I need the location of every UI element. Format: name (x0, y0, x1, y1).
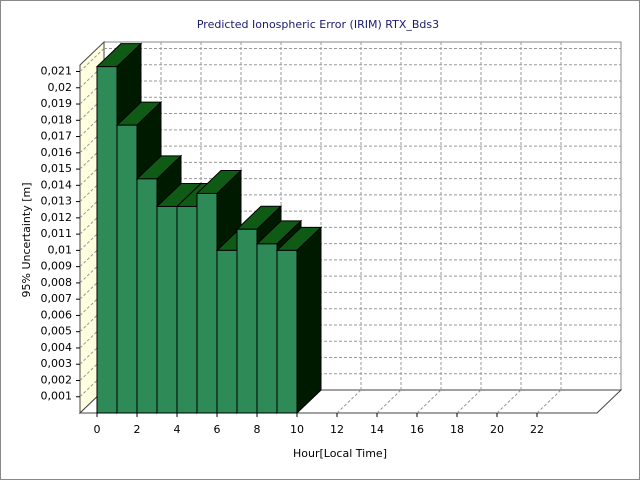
x-tick-label: 14 (370, 423, 384, 436)
bar (136, 178, 158, 414)
y-tick-label: 0,017 (41, 130, 73, 143)
y-tick-label: 0,02 (48, 81, 73, 94)
y-tick-label: 0,005 (41, 325, 73, 338)
x-tick-label: 6 (214, 423, 221, 436)
grid-line (336, 389, 362, 414)
y-tick-label: 0,009 (41, 260, 73, 273)
grid-line (536, 389, 562, 414)
x-tick-label: 16 (410, 423, 424, 436)
y-axis-label: 95% Uncertainty [m] (20, 182, 33, 297)
y-tick-label: 0,001 (41, 390, 73, 403)
bar (96, 66, 118, 414)
chart-title: Predicted Ionospheric Error (IRIM) RTX_B… (197, 18, 439, 31)
x-axis-label: Hour[Local Time] (293, 447, 387, 460)
x-tick-label: 20 (490, 423, 504, 436)
grid-line (79, 48, 105, 72)
bar (216, 249, 238, 414)
x-tick-label: 18 (450, 423, 464, 436)
y-tick-label: 0,016 (41, 146, 73, 159)
bar (196, 192, 218, 414)
y-tick-label: 0,012 (41, 211, 73, 224)
y-tick-label: 0,015 (41, 162, 73, 175)
y-tick-label: 0,004 (41, 341, 73, 354)
y-tick-label: 0,014 (41, 178, 73, 191)
bar (116, 124, 138, 414)
y-tick-label: 0,011 (41, 227, 73, 240)
y-tick-label: 0,01 (48, 243, 73, 256)
bar-side (296, 226, 322, 415)
bar (276, 249, 298, 414)
bar (236, 228, 258, 414)
y-tick-label: 0,006 (41, 308, 73, 321)
grid-line (376, 389, 402, 414)
x-tick-label: 10 (290, 423, 304, 436)
x-tick-label: 0 (94, 423, 101, 436)
x-tick-label: 12 (330, 423, 344, 436)
bar (256, 243, 278, 414)
y-tick-label: 0,018 (41, 113, 73, 126)
y-tick-label: 0,007 (41, 292, 73, 305)
y-tick-label: 0,021 (41, 65, 73, 78)
bar (176, 205, 198, 414)
grid-line (456, 389, 482, 414)
y-tick-label: 0,002 (41, 373, 73, 386)
y-tick-label: 0,019 (41, 97, 73, 110)
y-tick-label: 0,008 (41, 276, 73, 289)
y-tick-label: 0,003 (41, 357, 73, 370)
grid-line (496, 389, 522, 414)
grid-line (416, 389, 442, 414)
y-tick-label: 0,013 (41, 195, 73, 208)
x-tick-label: 8 (254, 423, 261, 436)
x-tick-label: 4 (174, 423, 181, 436)
x-tick-label: 22 (530, 423, 544, 436)
x-tick-label: 2 (134, 423, 141, 436)
bar (156, 205, 178, 414)
